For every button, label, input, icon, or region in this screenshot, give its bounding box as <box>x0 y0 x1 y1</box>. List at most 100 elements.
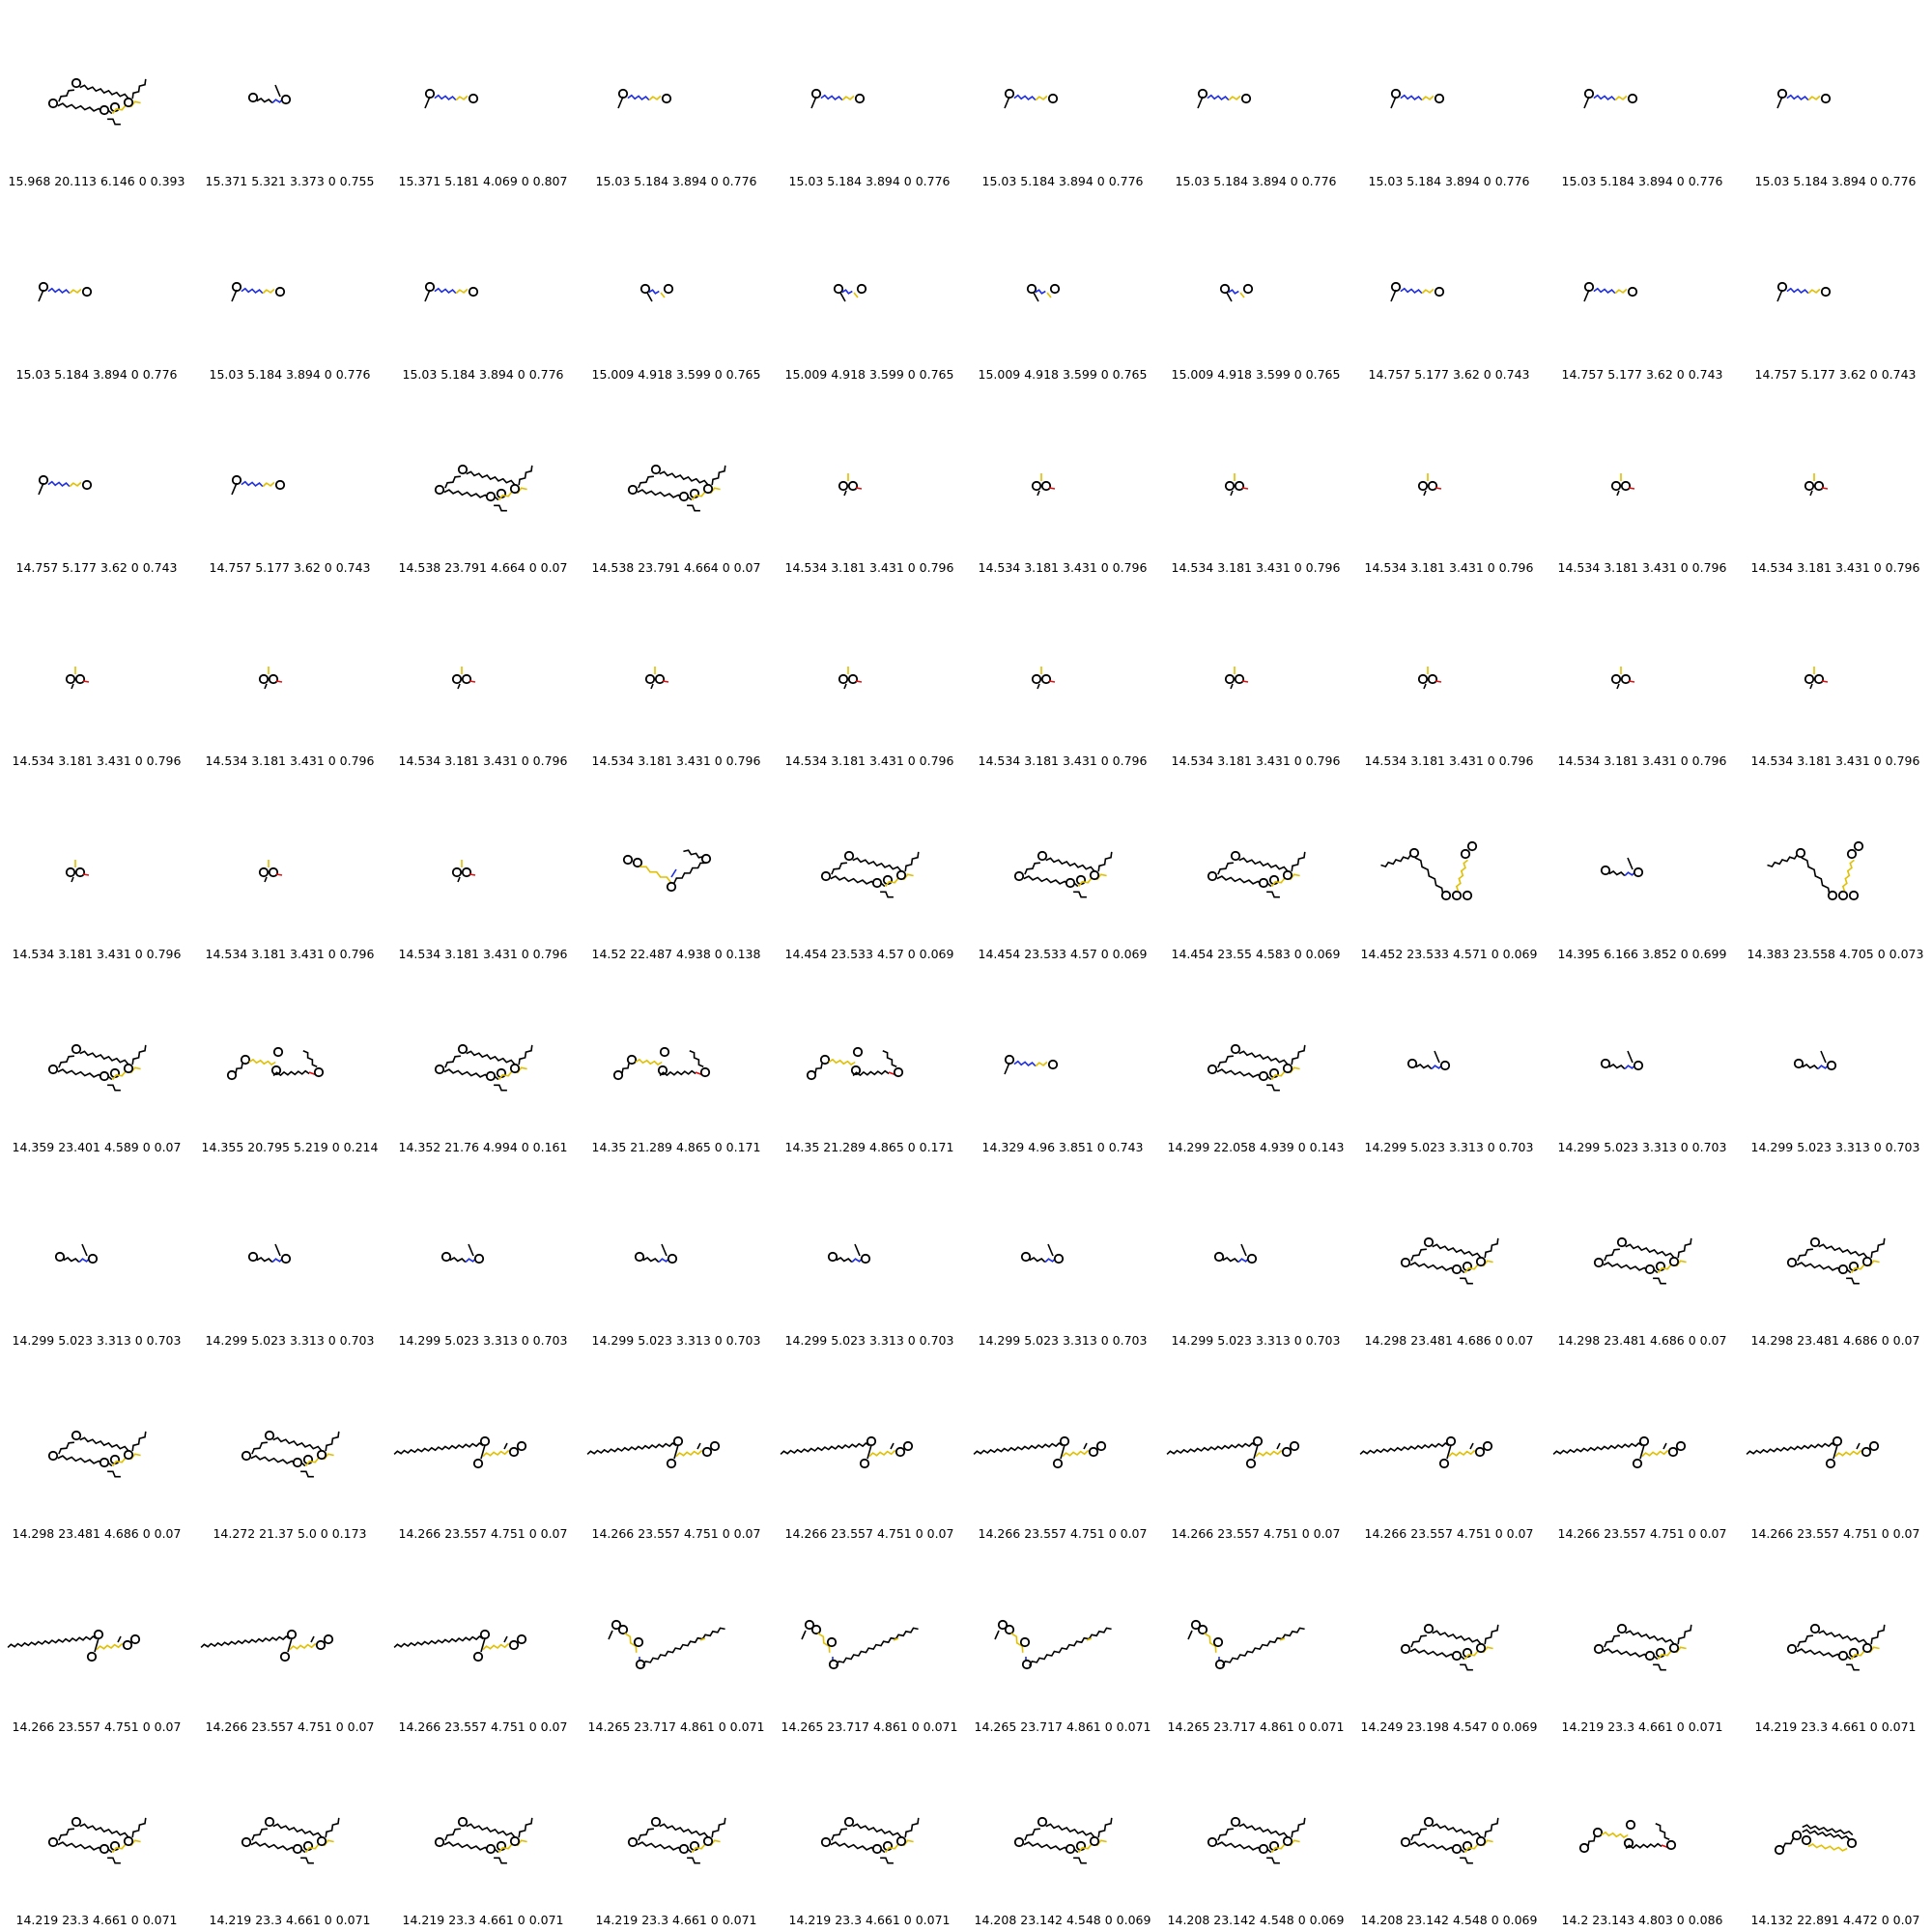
bond-mark <box>1446 1444 1452 1460</box>
molecule-cell: 14.266 23.557 4.751 0 0.07 <box>386 1352 580 1546</box>
ring-mark <box>1445 1435 1457 1447</box>
molecule-drawing <box>627 464 726 512</box>
ring-mark <box>1475 1642 1487 1654</box>
molecule-cell: 14.266 23.557 4.751 0 0.07 <box>1159 1352 1352 1546</box>
bond-mark <box>843 490 847 497</box>
bond-mark <box>1583 96 1590 109</box>
molecule-cell: 14.208 23.142 4.548 0 0.069 <box>966 1739 1159 1932</box>
chain-mark <box>621 1063 630 1074</box>
molecule-cell: 14.266 23.557 4.751 0 0.07 <box>580 1352 773 1546</box>
ring-mark <box>1675 1440 1687 1452</box>
ring-mark <box>1809 1236 1821 1248</box>
molecule-drawing <box>1776 281 1832 302</box>
ring-mark <box>1616 1236 1628 1248</box>
ring-mark <box>1837 890 1849 901</box>
bond-mark <box>81 1243 88 1257</box>
ring-mark <box>479 1629 491 1640</box>
chain-mark <box>814 1063 823 1074</box>
molecule-cell: 14.219 23.3 4.661 0 0.071 <box>0 1739 193 1932</box>
chain-mark <box>1870 1237 1886 1259</box>
chain-mark <box>1035 289 1046 295</box>
ring-mark <box>1089 1835 1100 1847</box>
bond-mark <box>1276 1442 1281 1450</box>
chain-mark <box>1601 1831 1629 1839</box>
molecule-cell: 14.299 5.023 3.313 0 0.703 <box>580 1159 773 1352</box>
ring-mark <box>1037 850 1048 862</box>
chain-mark <box>1625 1842 1662 1850</box>
cell-score-label: 14.534 3.181 3.431 0 0.796 <box>1364 753 1534 768</box>
cell-score-label: 14.298 23.481 4.686 0 0.07 <box>12 1526 182 1541</box>
ring-mark <box>1289 1440 1300 1452</box>
chain-mark <box>852 857 902 872</box>
ring-mark <box>508 1639 520 1651</box>
cell-score-label: 14.454 23.533 4.57 0 0.069 <box>978 947 1148 961</box>
ring-mark <box>661 93 672 104</box>
ring-mark <box>86 1651 98 1662</box>
chain-mark <box>1807 1843 1848 1852</box>
chain-mark <box>63 1257 80 1264</box>
chain-mark <box>1846 1663 1860 1671</box>
ring-mark <box>633 1636 644 1648</box>
chain-mark <box>1655 1823 1670 1840</box>
chain-mark <box>882 1050 897 1067</box>
molecule-drawing <box>1207 850 1306 898</box>
molecule-drawing <box>1417 473 1442 497</box>
chain-mark <box>107 118 121 126</box>
ring-mark <box>1868 1440 1880 1452</box>
bond-mark <box>1627 1050 1634 1064</box>
molecule-cell: 15.03 5.184 3.894 0 0.776 <box>1739 0 1932 193</box>
ring-mark <box>241 1450 252 1462</box>
ring-mark <box>1786 1643 1798 1655</box>
chain-mark <box>868 1449 899 1458</box>
molecule-cell: 14.299 5.023 3.313 0 0.703 <box>1352 966 1546 1159</box>
cell-score-label: 14.299 5.023 3.313 0 0.703 <box>591 1333 761 1348</box>
ring-mark <box>1593 1257 1605 1268</box>
ring-mark <box>627 484 639 496</box>
molecule-cell: 14.534 3.181 3.431 0 0.796 <box>1159 580 1352 773</box>
cell-score-label: 14.757 5.177 3.62 0 0.743 <box>15 560 178 575</box>
ring-mark <box>1400 1257 1411 1268</box>
molecule-cell: 14.299 5.023 3.313 0 0.703 <box>1739 966 1932 1159</box>
ring-mark <box>650 464 662 475</box>
cell-score-label: 14.534 3.181 3.431 0 0.796 <box>398 947 568 961</box>
bond-mark <box>71 683 74 690</box>
molecule-cell: 15.371 5.181 4.069 0 0.807 <box>386 0 580 193</box>
ring-mark <box>699 1066 711 1078</box>
molecule-drawing <box>451 860 476 883</box>
molecule-cell: 14.299 5.023 3.313 0 0.703 <box>1159 1159 1352 1352</box>
ring-mark <box>1417 673 1429 685</box>
molecule-cell: 14.534 3.181 3.431 0 0.796 <box>1159 386 1352 580</box>
ring-mark <box>123 1835 134 1847</box>
chain-mark <box>47 287 71 295</box>
chain-mark <box>624 1633 638 1653</box>
molecule-cell: 14.208 23.142 4.548 0 0.069 <box>1159 1739 1352 1932</box>
cell-score-label: 14.266 23.557 4.751 0 0.07 <box>1750 1526 1920 1541</box>
ring-mark <box>659 1046 670 1058</box>
molecule-drawing <box>1583 88 1638 109</box>
chain-mark <box>1587 1835 1596 1847</box>
chain-mark <box>444 1055 461 1068</box>
ring-mark <box>434 484 445 496</box>
molecule-drawing <box>247 84 292 105</box>
molecule-cell: 14.395 6.166 3.852 0 0.699 <box>1546 773 1739 966</box>
ring-mark <box>1219 283 1231 295</box>
bond-mark <box>673 1444 679 1460</box>
molecule-drawing <box>65 860 90 883</box>
ring-mark <box>451 867 463 878</box>
molecule-drawing <box>1593 1623 1692 1671</box>
molecule-drawing <box>1207 1043 1306 1092</box>
ring-mark <box>240 1054 251 1065</box>
molecule-drawing <box>1026 283 1061 302</box>
ring-mark <box>1583 88 1595 99</box>
cell-score-label: 14.219 23.3 4.661 0 0.071 <box>402 1913 564 1927</box>
ring-mark <box>678 491 690 502</box>
ring-mark <box>1813 480 1825 492</box>
ring-mark <box>1400 1643 1411 1655</box>
ring-mark <box>247 92 259 103</box>
chain-mark <box>1604 1634 1620 1648</box>
chain-mark <box>1380 854 1412 868</box>
ring-mark <box>1390 281 1402 293</box>
ring-mark <box>1020 1251 1032 1263</box>
molecule-drawing <box>47 77 147 126</box>
chain-mark <box>828 1058 856 1066</box>
